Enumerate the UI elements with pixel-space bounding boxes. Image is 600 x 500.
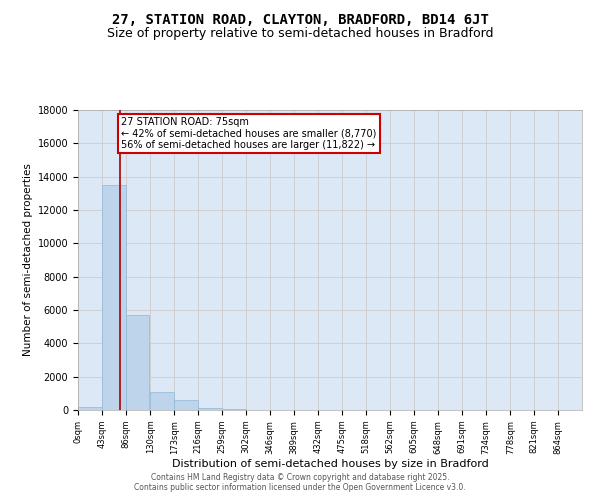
Text: 27 STATION ROAD: 75sqm
← 42% of semi-detached houses are smaller (8,770)
56% of : 27 STATION ROAD: 75sqm ← 42% of semi-det… (121, 116, 377, 150)
Text: Size of property relative to semi-detached houses in Bradford: Size of property relative to semi-detach… (107, 28, 493, 40)
Bar (151, 392, 174, 410)
Bar (222, 409, 245, 410)
Bar (175, 400, 198, 410)
Bar (78, 406, 101, 410)
Bar (198, 408, 221, 410)
Bar (126, 315, 149, 410)
Text: 27, STATION ROAD, CLAYTON, BRADFORD, BD14 6JT: 27, STATION ROAD, CLAYTON, BRADFORD, BD1… (112, 12, 488, 26)
Bar (102, 185, 125, 410)
Y-axis label: Number of semi-detached properties: Number of semi-detached properties (23, 164, 34, 356)
Text: Contains HM Land Registry data © Crown copyright and database right 2025.
Contai: Contains HM Land Registry data © Crown c… (134, 473, 466, 492)
X-axis label: Distribution of semi-detached houses by size in Bradford: Distribution of semi-detached houses by … (172, 460, 488, 469)
